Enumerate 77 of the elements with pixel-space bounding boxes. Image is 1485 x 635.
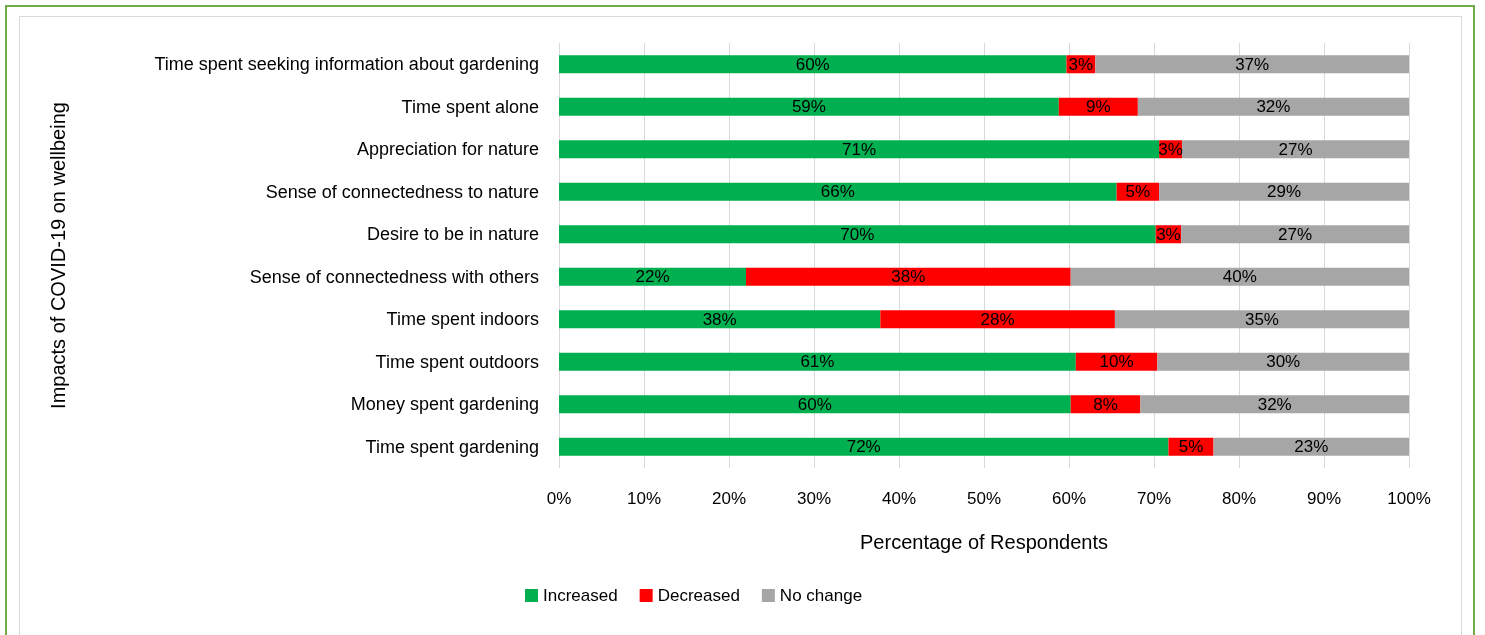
bar <box>559 395 1071 414</box>
x-tick-label: 100% <box>1387 489 1431 508</box>
x-tick-label: 90% <box>1306 489 1342 508</box>
bar <box>559 310 881 329</box>
data-label: 59% <box>791 97 826 117</box>
data-label: 3% <box>1068 54 1094 74</box>
data-label: 5% <box>1125 182 1151 202</box>
data-label: 37% <box>1235 54 1270 74</box>
bar <box>559 182 1117 201</box>
bar <box>1140 395 1409 414</box>
legend-label: Decreased <box>657 586 740 605</box>
x-tick-label: 80% <box>1221 489 1257 508</box>
y-tick-label: Money spent gardening <box>350 394 539 415</box>
legend-label: No change <box>779 586 863 605</box>
bar <box>1095 55 1409 74</box>
legend-label: Increased <box>543 586 618 605</box>
x-tick-label: 60% <box>1051 489 1087 508</box>
bar <box>1213 437 1409 456</box>
y-tick-label: Time spent indoors <box>386 309 539 330</box>
bar <box>1157 352 1409 371</box>
bar <box>559 97 1059 116</box>
x-tick-label: 30% <box>796 489 832 508</box>
data-label: 40% <box>1222 267 1257 287</box>
data-label: 32% <box>1257 394 1292 414</box>
data-label: 29% <box>1267 182 1302 202</box>
x-axis-title: Percentage of Respondents <box>860 531 1108 553</box>
data-label: 66% <box>820 182 855 202</box>
data-label: 27% <box>1278 224 1313 244</box>
y-tick-label: Appreciation for nature <box>356 139 539 160</box>
data-label: 27% <box>1278 139 1313 159</box>
data-label: 72% <box>846 437 881 457</box>
bar <box>559 140 1160 159</box>
y-tick-label: Desire to be in nature <box>366 224 539 245</box>
bar <box>559 55 1067 74</box>
bar <box>559 225 1156 244</box>
data-label: 22% <box>635 267 670 287</box>
bar <box>559 267 746 286</box>
x-tick-label: 50% <box>966 489 1002 508</box>
bar <box>1114 310 1409 329</box>
data-label: 60% <box>797 394 832 414</box>
data-label: 9% <box>1086 97 1111 117</box>
y-tick-label: Time spent seeking information about gardening <box>154 54 539 75</box>
data-label: 38% <box>702 309 737 329</box>
data-label: 32% <box>1256 97 1291 117</box>
bar <box>1159 182 1409 201</box>
data-label: 60% <box>795 54 830 74</box>
data-label: 30% <box>1266 352 1301 372</box>
data-label: 71% <box>842 139 877 159</box>
data-label: 10% <box>1099 352 1134 372</box>
data-label: 23% <box>1294 437 1329 457</box>
bar <box>1070 267 1409 286</box>
bar <box>1182 140 1409 159</box>
y-axis-title: Impacts of COVID-19 on wellbeing <box>47 102 69 409</box>
bar <box>1137 97 1409 116</box>
y-tick-label: Time spent outdoors <box>375 351 539 372</box>
data-label: 5% <box>1178 437 1204 457</box>
data-label: 8% <box>1093 394 1118 414</box>
data-label: 70% <box>840 224 875 244</box>
y-tick-label: Time spent gardening <box>365 436 539 457</box>
x-tick-label: 0% <box>546 489 572 508</box>
y-tick-label: Sense of connectedness with others <box>249 266 539 287</box>
bar <box>880 310 1115 329</box>
data-label: 28% <box>980 309 1015 329</box>
bar <box>746 267 1071 286</box>
x-tick-label: 70% <box>1136 489 1172 508</box>
bar <box>559 352 1076 371</box>
bar <box>1181 225 1409 244</box>
y-tick-label: Sense of connectedness to nature <box>265 181 539 202</box>
bar <box>559 437 1169 456</box>
data-label: 35% <box>1244 309 1279 329</box>
x-tick-label: 40% <box>881 489 917 508</box>
data-label: 3% <box>1156 224 1181 244</box>
y-tick-label: Time spent alone <box>401 96 539 117</box>
data-label: 38% <box>891 267 926 287</box>
data-label: 61% <box>800 352 835 372</box>
x-tick-label: 10% <box>626 489 662 508</box>
x-tick-label: 20% <box>711 489 747 508</box>
